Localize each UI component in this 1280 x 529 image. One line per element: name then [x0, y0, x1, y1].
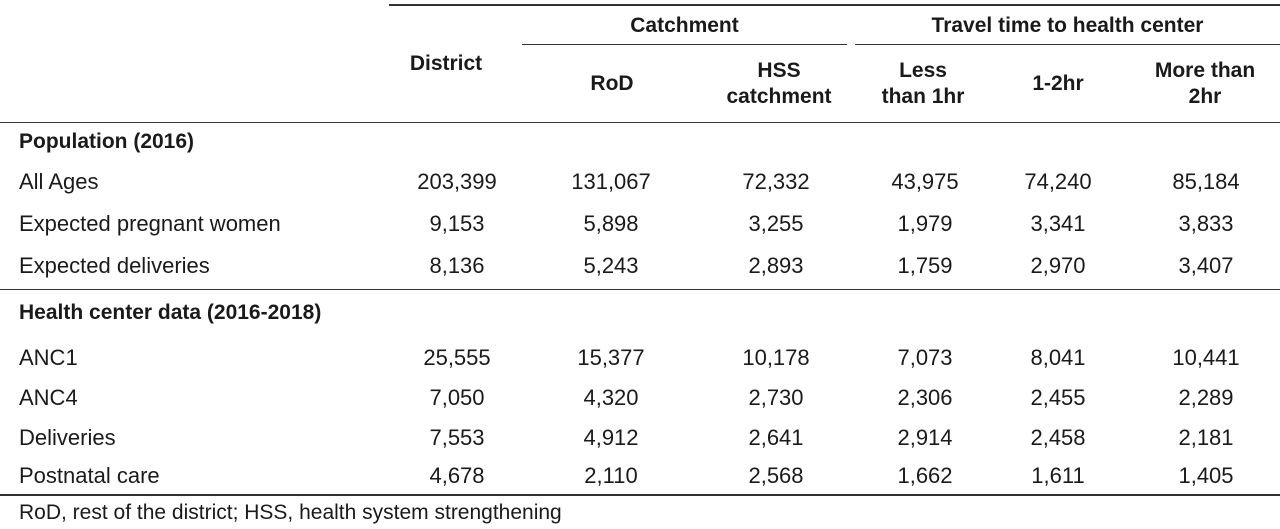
- value-less-1hr: 2,306: [897, 385, 953, 410]
- column-header-line: HSS: [757, 59, 801, 82]
- value-district: 7,050: [429, 385, 485, 410]
- value-more-2hr: 2,181: [1178, 425, 1234, 450]
- column-header-district: District: [409, 52, 483, 75]
- section-title-health-center: Health center data (2016-2018): [19, 301, 322, 324]
- table-bottom-rule: [0, 494, 1280, 496]
- value-more-2hr: 3,833: [1178, 211, 1234, 236]
- value-more-2hr: 3,407: [1178, 253, 1234, 278]
- column-header-hss-catchment: HSS catchment: [709, 58, 849, 110]
- value-rod: 4,320: [583, 385, 639, 410]
- row-label: Deliveries: [19, 425, 116, 450]
- value-rod: 5,898: [583, 211, 639, 236]
- value-more-2hr: 10,441: [1172, 345, 1240, 370]
- group-header-catchment: Catchment: [630, 14, 739, 37]
- value-1-2hr: 8,041: [1030, 345, 1086, 370]
- column-header-line: 1-2hr: [1032, 72, 1084, 95]
- row-label: Expected deliveries: [19, 253, 210, 278]
- value-rod: 131,067: [571, 169, 651, 194]
- column-header-line: More than: [1154, 59, 1256, 82]
- column-header-1-2hr: 1-2hr: [1003, 71, 1113, 97]
- value-less-1hr: 43,975: [891, 169, 959, 194]
- row-label: All Ages: [19, 169, 99, 194]
- value-less-1hr: 7,073: [897, 345, 953, 370]
- value-rod: 15,377: [577, 345, 645, 370]
- value-less-1hr: 2,914: [897, 425, 953, 450]
- section-title-population: Population (2016): [19, 130, 195, 153]
- column-header-line: RoD: [590, 72, 634, 95]
- value-1-2hr: 74,240: [1024, 169, 1092, 194]
- column-header-less-than-1hr: Less than 1hr: [863, 58, 983, 110]
- value-less-1hr: 1,979: [897, 211, 953, 236]
- value-hss: 2,893: [748, 253, 804, 278]
- value-1-2hr: 2,455: [1030, 385, 1086, 410]
- value-district: 8,136: [429, 253, 485, 278]
- column-header-more-than-2hr: More than 2hr: [1130, 58, 1280, 110]
- catchment-group-rule: [522, 44, 847, 45]
- column-header-line: 2hr: [1188, 85, 1222, 108]
- value-hss: 72,332: [742, 169, 810, 194]
- value-district: 25,555: [423, 345, 491, 370]
- top-rule: [389, 4, 1280, 6]
- value-1-2hr: 1,611: [1031, 463, 1085, 488]
- row-label: Postnatal care: [19, 463, 160, 488]
- column-header-line: catchment: [726, 85, 832, 108]
- header-bottom-rule: [0, 122, 1280, 123]
- row-label: ANC1: [19, 345, 78, 370]
- value-district: 7,553: [429, 425, 485, 450]
- value-rod: 5,243: [583, 253, 639, 278]
- column-header-line: than 1hr: [881, 85, 965, 108]
- column-header-rod: RoD: [552, 71, 672, 97]
- value-hss: 10,178: [742, 345, 810, 370]
- value-hss: 2,568: [748, 463, 804, 488]
- value-more-2hr: 1,405: [1178, 463, 1234, 488]
- value-less-1hr: 1,759: [897, 253, 953, 278]
- value-1-2hr: 2,458: [1030, 425, 1086, 450]
- value-hss: 2,641: [748, 425, 804, 450]
- value-1-2hr: 2,970: [1030, 253, 1086, 278]
- table-footnote: RoD, rest of the district; HSS, health s…: [19, 501, 562, 524]
- group-header-travel-time: Travel time to health center: [931, 14, 1204, 37]
- value-hss: 3,255: [748, 211, 804, 236]
- value-district: 9,153: [429, 211, 485, 236]
- row-label: Expected pregnant women: [19, 211, 281, 236]
- value-district: 4,678: [429, 463, 485, 488]
- value-more-2hr: 2,289: [1178, 385, 1234, 410]
- value-1-2hr: 3,341: [1030, 211, 1086, 236]
- value-hss: 2,730: [748, 385, 804, 410]
- value-district: 203,399: [417, 169, 497, 194]
- value-less-1hr: 1,662: [897, 463, 953, 488]
- column-header-line: Less: [899, 59, 947, 82]
- value-rod: 4,912: [583, 425, 639, 450]
- value-rod: 2,110: [584, 463, 638, 488]
- value-more-2hr: 85,184: [1172, 169, 1240, 194]
- travel-group-rule: [855, 44, 1280, 45]
- row-label: ANC4: [19, 385, 78, 410]
- section-divider-rule: [0, 289, 1280, 290]
